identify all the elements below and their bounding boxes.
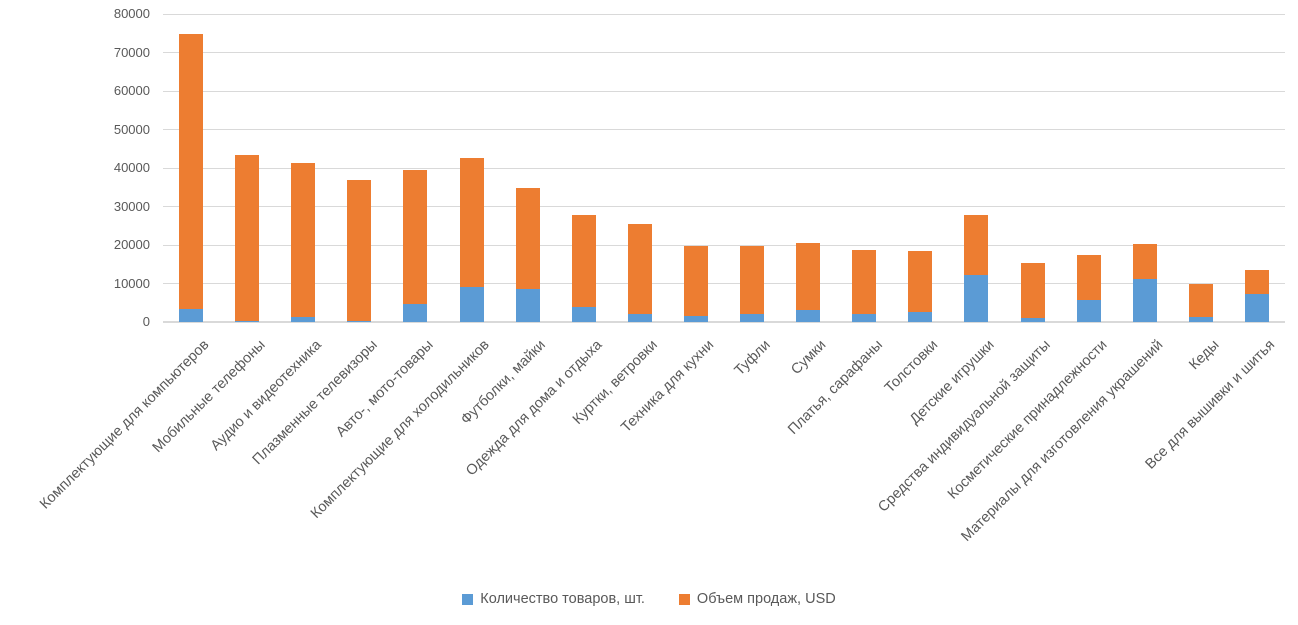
legend-item-sales: Объем продаж, USD — [678, 591, 836, 607]
legend-label-quantity: Количество товаров, шт. — [480, 591, 645, 607]
bar-segment-quantity — [515, 288, 540, 322]
y-axis-tick-label: 40000 — [113, 160, 150, 175]
legend-swatch-quantity-icon — [462, 593, 474, 605]
y-axis-tick-label: 0 — [142, 314, 150, 329]
x-axis-label: Туфли — [731, 337, 774, 379]
bar-segment-sales — [347, 179, 372, 322]
y-axis-tick-label: 80000 — [113, 6, 150, 21]
bar-segment-sales — [1076, 255, 1101, 301]
bar-segment-sales — [740, 245, 765, 314]
gridline — [163, 244, 1285, 246]
bar-segment-sales — [1244, 269, 1269, 295]
bar-segment-sales — [796, 243, 821, 311]
x-axis-label: Материалы для изготовления украшений — [958, 337, 1167, 545]
bar-segment-quantity — [235, 321, 260, 322]
gridline — [163, 90, 1285, 92]
bar-segment-quantity — [740, 313, 765, 322]
bar-segment-quantity — [964, 274, 989, 322]
x-axis-label: Платья, сарафаны — [784, 337, 886, 438]
bar-segment-quantity — [627, 314, 652, 322]
gridline — [163, 167, 1285, 169]
bar-segment-sales — [852, 250, 877, 314]
bar-segment-sales — [908, 251, 933, 312]
gridline — [163, 13, 1285, 15]
y-axis-tick-label: 50000 — [113, 121, 150, 137]
bar-segment-sales — [179, 34, 204, 310]
bar-segment-sales — [1132, 243, 1157, 280]
x-axis-label: Мобильные телефоны — [149, 337, 269, 456]
bar-segment-quantity — [459, 287, 484, 322]
bar-segment-quantity — [852, 313, 877, 322]
y-axis-tick-label: 10000 — [113, 275, 150, 291]
bar-segment-sales — [515, 188, 540, 289]
bar-segment-sales — [571, 214, 596, 307]
bar-segment-quantity — [1188, 316, 1213, 322]
gridline — [163, 283, 1285, 284]
bar-segment-sales — [964, 214, 989, 275]
gridline — [163, 206, 1285, 207]
y-axis-tick-label: 70000 — [113, 44, 150, 60]
bar-segment-quantity — [1244, 294, 1269, 322]
bar-segment-quantity — [1020, 318, 1045, 322]
bar-segment-quantity — [683, 316, 708, 322]
x-axis-label: Аудио и видеотехника — [207, 337, 325, 454]
x-axis-label: Кеды — [1186, 337, 1223, 374]
bar-segment-sales — [683, 245, 708, 317]
bar-segment-sales — [235, 155, 260, 322]
legend: Количество товаров, шт. Объем продаж, US… — [0, 591, 1298, 607]
bar-segment-sales — [1020, 262, 1045, 319]
legend-item-quantity: Количество товаров, шт. — [462, 591, 645, 607]
y-axis-tick-label: 30000 — [113, 198, 150, 214]
bar-segment-quantity — [347, 321, 372, 322]
legend-label-sales: Объем продаж, USD — [696, 591, 836, 607]
bar-segment-sales — [627, 224, 652, 315]
bar-segment-sales — [1188, 283, 1213, 317]
bar-segment-sales — [459, 157, 484, 288]
y-axis-tick-label: 60000 — [113, 83, 150, 98]
bar-segment-quantity — [291, 316, 316, 322]
gridline — [163, 52, 1285, 53]
bar-segment-sales — [403, 169, 428, 304]
bar-segment-quantity — [571, 306, 596, 322]
bar-segment-quantity — [796, 310, 821, 322]
x-axis-line — [163, 321, 1285, 323]
y-axis-tick-label: 20000 — [113, 237, 150, 252]
bar-segment-quantity — [403, 303, 428, 322]
bar-segment-quantity — [1076, 300, 1101, 322]
bar-segment-quantity — [179, 309, 204, 322]
x-axis-label: Авто-, мото-товары — [333, 337, 437, 441]
bar-segment-quantity — [1132, 279, 1157, 322]
legend-swatch-sales-icon — [678, 593, 690, 605]
gridline — [163, 129, 1285, 130]
bar-segment-quantity — [908, 311, 933, 322]
bar-segment-sales — [291, 162, 316, 317]
x-axis-label: Сумки — [788, 337, 830, 379]
